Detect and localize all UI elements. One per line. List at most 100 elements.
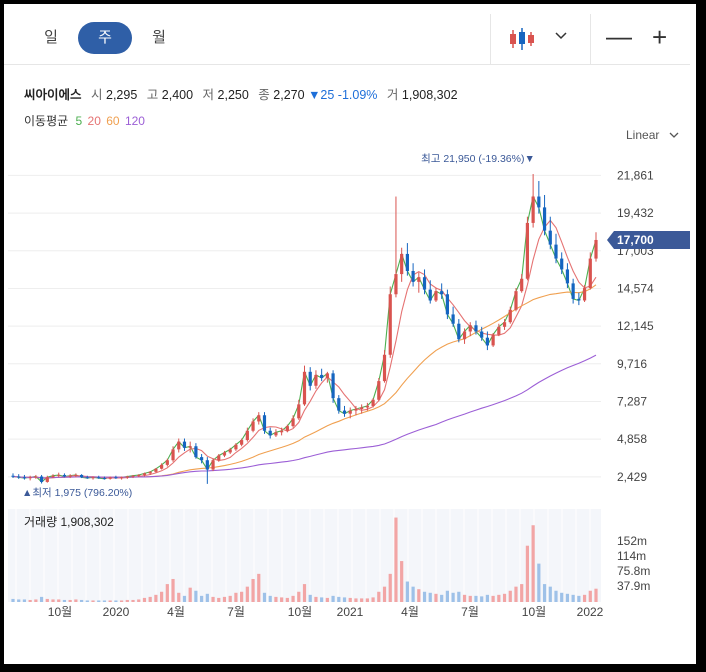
volume-bar[interactable]	[548, 586, 552, 602]
candle-body[interactable]	[360, 407, 364, 410]
candle-body[interactable]	[182, 441, 187, 448]
volume-bar[interactable]	[245, 586, 249, 602]
volume-bar[interactable]	[571, 594, 575, 602]
candle-body[interactable]	[125, 476, 129, 478]
candle-body[interactable]	[91, 477, 95, 479]
ma-120[interactable]: 120	[124, 114, 145, 128]
volume-bar[interactable]	[240, 591, 244, 602]
candle-body[interactable]	[365, 405, 369, 408]
volume-bar[interactable]	[108, 600, 112, 602]
volume-bar[interactable]	[565, 593, 570, 602]
candle-body[interactable]	[382, 354, 387, 382]
volume-bar[interactable]	[262, 592, 267, 602]
candle-body[interactable]	[240, 440, 244, 445]
candle-body[interactable]	[542, 207, 547, 231]
candle-body[interactable]	[520, 278, 524, 292]
candle-body[interactable]	[548, 230, 552, 245]
volume-bar[interactable]	[148, 596, 152, 602]
volume-bar[interactable]	[222, 596, 227, 602]
candle-body[interactable]	[462, 331, 467, 340]
candle-body[interactable]	[257, 415, 261, 422]
volume-bar[interactable]	[434, 593, 438, 602]
candle-body[interactable]	[188, 446, 192, 448]
candle-body[interactable]	[57, 474, 61, 476]
volume-bar[interactable]	[417, 589, 421, 602]
volume-bar[interactable]	[274, 596, 278, 602]
volume-bar[interactable]	[102, 600, 107, 602]
volume-bar[interactable]	[57, 599, 61, 602]
volume-bar[interactable]	[119, 600, 124, 602]
volume-bar[interactable]	[320, 597, 324, 602]
volume-bar[interactable]	[497, 594, 501, 602]
volume-bar[interactable]	[491, 595, 495, 602]
volume-bar[interactable]	[308, 594, 312, 602]
volume-bar[interactable]	[131, 599, 135, 602]
volume-bar[interactable]	[194, 590, 198, 602]
ma-5[interactable]: 5	[75, 114, 83, 128]
candle-body[interactable]	[417, 277, 421, 282]
volume-bar[interactable]	[485, 594, 490, 602]
candle-body[interactable]	[205, 460, 209, 470]
volume-bar[interactable]	[22, 599, 27, 602]
volume-bar[interactable]	[217, 597, 221, 602]
candle-body[interactable]	[171, 449, 175, 461]
volume-bar[interactable]	[388, 573, 392, 602]
candle-body[interactable]	[474, 325, 478, 332]
candle-body[interactable]	[491, 334, 495, 346]
candle-body[interactable]	[502, 322, 507, 327]
volume-bar[interactable]	[588, 590, 592, 602]
volume-bar[interactable]	[520, 584, 524, 602]
candle-body[interactable]	[428, 289, 432, 301]
volume-bar[interactable]	[291, 595, 295, 602]
zoom-in-button[interactable]: +	[652, 22, 668, 52]
candle-body[interactable]	[148, 471, 152, 474]
candle-body[interactable]	[565, 269, 570, 284]
volume-bar[interactable]	[422, 591, 427, 602]
volume-bar[interactable]	[594, 588, 598, 602]
candle-body[interactable]	[291, 418, 295, 427]
volume-bar[interactable]	[337, 596, 341, 602]
volume-bar[interactable]	[342, 597, 347, 602]
volume-bar[interactable]	[188, 587, 192, 602]
volume-bar[interactable]	[285, 597, 289, 602]
volume-bar[interactable]	[554, 590, 558, 602]
volume-bar[interactable]	[142, 597, 147, 602]
zoom-out-button[interactable]: —	[606, 21, 632, 51]
volume-bar[interactable]	[205, 593, 209, 602]
candle-body[interactable]	[262, 415, 267, 431]
volume-bar[interactable]	[62, 599, 67, 602]
candle-body[interactable]	[325, 373, 329, 379]
candle-body[interactable]	[588, 258, 592, 289]
candle-body[interactable]	[314, 374, 318, 386]
volume-bar[interactable]	[211, 596, 215, 602]
volume-bar[interactable]	[480, 596, 484, 602]
candle-body[interactable]	[137, 474, 141, 476]
candle-body[interactable]	[194, 446, 198, 458]
volume-bar[interactable]	[354, 598, 358, 602]
volume-bar[interactable]	[371, 597, 375, 602]
candle-body[interactable]	[154, 468, 158, 472]
candle-body[interactable]	[394, 274, 398, 295]
volume-bar[interactable]	[542, 584, 547, 602]
volume-bar[interactable]	[177, 592, 181, 602]
candle-body[interactable]	[480, 331, 484, 338]
volume-bar[interactable]	[297, 591, 301, 602]
volume-bar[interactable]	[348, 597, 352, 602]
candle-body[interactable]	[245, 430, 249, 441]
volume-bar[interactable]	[365, 598, 369, 602]
candle-body[interactable]	[560, 258, 564, 270]
volume-bar[interactable]	[445, 590, 449, 602]
candle-body[interactable]	[222, 452, 227, 456]
volume-bar[interactable]	[85, 600, 89, 602]
candle-body[interactable]	[514, 291, 518, 310]
candle-body[interactable]	[108, 477, 112, 479]
candle-body[interactable]	[411, 270, 415, 282]
candle-body[interactable]	[268, 430, 272, 436]
candle-body[interactable]	[79, 474, 84, 478]
candle-body[interactable]	[297, 404, 301, 419]
volume-bar[interactable]	[45, 598, 49, 602]
candle-body[interactable]	[331, 373, 335, 399]
candle-body[interactable]	[62, 474, 67, 477]
volume-bar[interactable]	[325, 597, 329, 602]
volume-bar[interactable]	[200, 595, 204, 602]
